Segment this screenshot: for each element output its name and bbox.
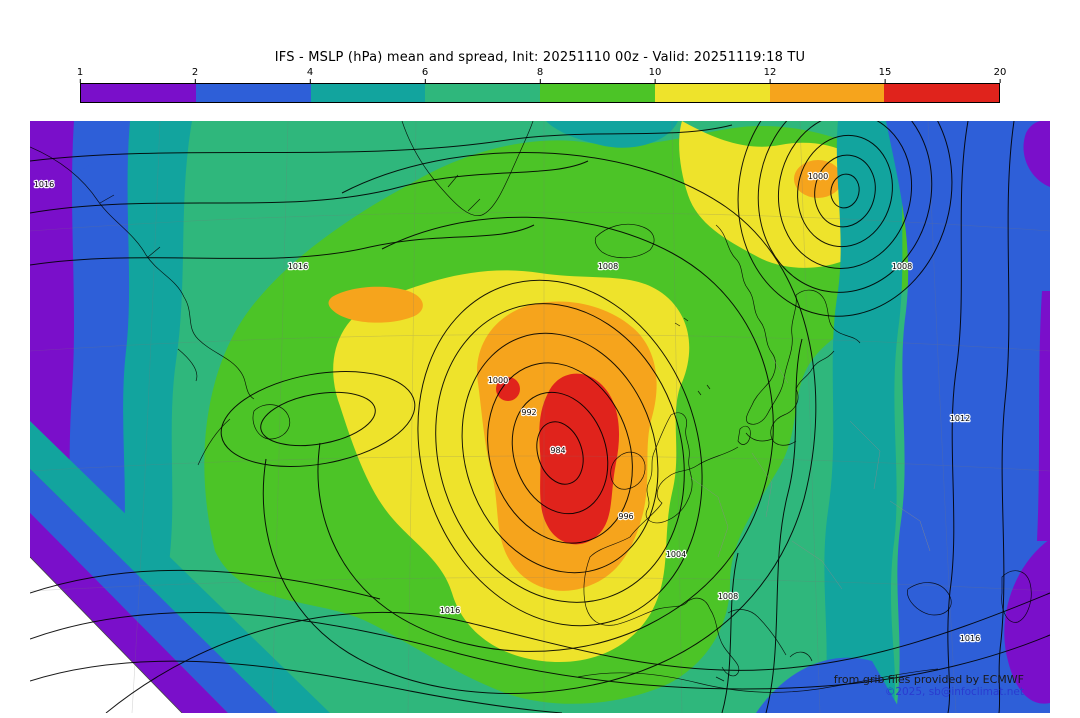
colorbar-tick: 2: [192, 68, 198, 83]
isobar-label: 1012: [950, 414, 970, 423]
isobar-label: 996: [618, 512, 633, 521]
isobar-label: 1016: [440, 606, 460, 615]
colorbar-tick: 1: [77, 68, 83, 83]
isobar-label: 1000: [488, 376, 508, 385]
colorbar-segment: [884, 84, 999, 102]
map-area: 1016 1016 1008 1000 992 984 996 1004 1008 1016 100…: [30, 121, 1050, 713]
isobar-label: 984: [550, 446, 565, 455]
colorbar-tick-row: 1 2 4 6 8 10 12 15 20: [77, 68, 1007, 83]
colorbar-segment: [310, 84, 426, 102]
chart-title: IFS - MSLP (hPa) mean and spread, Init: …: [274, 50, 806, 65]
colorbar-segment: [81, 84, 196, 102]
isobar-label: 992: [521, 408, 536, 417]
colorbar-tick: 6: [422, 68, 428, 83]
colorbar-tick: 10: [649, 68, 662, 83]
isobar-label: 1000: [808, 172, 828, 181]
colorbar-tick: 4: [307, 68, 313, 83]
colorbar-segment: [540, 84, 655, 102]
colorbar-tick: 15: [879, 68, 892, 83]
contour-label-layer: 1016 1016 1008 1000 992 984 996 1004 1008 1016 100…: [33, 171, 982, 644]
isobar-layer: [30, 121, 1050, 713]
weather-map-svg: 1016 1016 1008 1000 992 984 996 1004 1008 1016 100…: [30, 121, 1050, 713]
isobar-label: 1016: [288, 262, 308, 271]
country-border-layer: [689, 356, 931, 590]
isobar-label: 1004: [666, 550, 686, 559]
colorbar-segment: [195, 84, 311, 102]
colorbar-segment: [769, 84, 885, 102]
colorbar-segment: [654, 84, 770, 102]
isobar-label: 1008: [892, 262, 912, 271]
colorbar-tick: 8: [537, 68, 543, 83]
isobar-label: 1008: [598, 262, 618, 271]
isobar-label: 1016: [960, 634, 980, 643]
isobar-label: 1016: [34, 180, 54, 189]
isobar-label: 1008: [718, 592, 738, 601]
watermark-copyright: ©2025, sb@infoclimat.net: [884, 686, 1024, 698]
colorbar-tick: 12: [764, 68, 777, 83]
coastline-layer: [30, 121, 1032, 693]
watermark-credit: from grib files provided by ECMWF: [833, 673, 1024, 686]
colorbar-tick: 20: [994, 68, 1007, 83]
watermark: from grib files provided by ECMWF ©2025,…: [834, 673, 1024, 699]
colorbar: 1 2 4 6 8 10 12 15 20: [77, 68, 1007, 103]
spread-shading-layer: [30, 121, 1050, 713]
colorbar-gradient: [80, 83, 1000, 103]
colorbar-segment: [425, 84, 540, 102]
